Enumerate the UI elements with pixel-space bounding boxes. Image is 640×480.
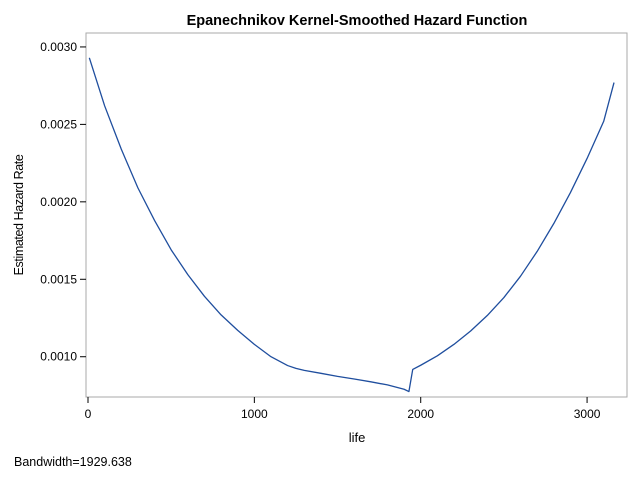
chart-title: Epanechnikov Kernel-Smoothed Hazard Func… (187, 13, 528, 29)
x-axis-label: life (349, 430, 366, 445)
x-tick-label: 1000 (241, 407, 268, 421)
x-tick-label: 0 (85, 407, 92, 421)
hazard-curve-line (88, 57, 615, 393)
plot-frame (85, 32, 628, 398)
y-tick-label: 0.0015 (40, 272, 77, 286)
x-tick-label: 3000 (574, 407, 601, 421)
bandwidth-note: Bandwidth=1929.638 (14, 455, 132, 469)
plot-lines (88, 57, 615, 393)
y-axis: 0.0010 0.0015 0.0020 0.0025 0.0030 (40, 40, 86, 364)
y-tick-label: 0.0030 (40, 40, 77, 54)
y-tick-label: 0.0010 (40, 350, 77, 364)
x-axis: 0 1000 2000 3000 (85, 397, 601, 421)
y-tick-label: 0.0025 (40, 117, 77, 131)
y-axis-label: Estimated Hazard Rate (12, 154, 26, 275)
x-tick-label: 2000 (407, 407, 434, 421)
y-tick-label: 0.0020 (40, 195, 77, 209)
